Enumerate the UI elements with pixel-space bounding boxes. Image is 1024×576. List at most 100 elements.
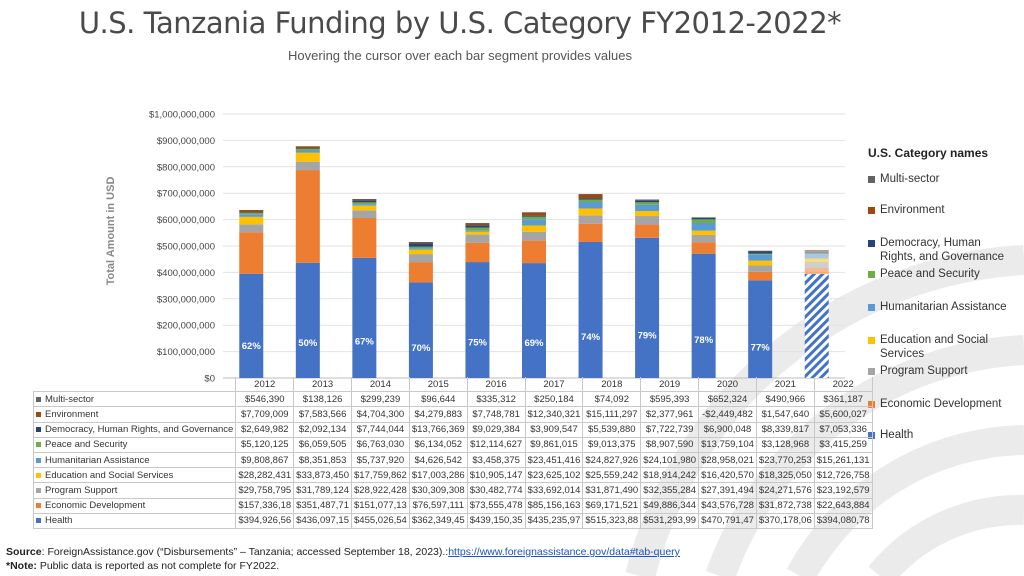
bar-segment-environment[interactable] — [408, 242, 433, 244]
bar-segment-humanitarian-assistance[interactable] — [748, 254, 773, 261]
bar-segment-humanitarian-assistance[interactable] — [804, 254, 829, 259]
source-link[interactable]: https://www.foreignassistance.gov/data#t… — [448, 546, 680, 558]
bar-segment-environment[interactable] — [239, 210, 264, 213]
legend-item[interactable]: Humanitarian Assistance — [866, 300, 1016, 314]
bar-segment-democracy-human-rights-and-governance[interactable] — [748, 251, 773, 254]
bar-segment-environment[interactable] — [352, 199, 377, 201]
bar-segment-health[interactable] — [691, 253, 716, 378]
bar-2013[interactable] — [295, 146, 320, 378]
bar-segment-environment[interactable] — [465, 223, 490, 226]
bar-segment-democracy-human-rights-and-governance[interactable] — [522, 215, 546, 217]
bar-segment-multi-sector[interactable] — [408, 241, 433, 243]
bar-segment-multi-sector[interactable] — [578, 194, 603, 195]
bar-segment-health[interactable] — [465, 262, 490, 378]
bar-segment-health[interactable] — [748, 280, 773, 378]
bar-segment-education-and-social-services[interactable] — [635, 211, 660, 217]
bar-segment-program-support[interactable] — [578, 215, 603, 224]
bar-segment-peace-and-security[interactable] — [578, 199, 603, 202]
bar-segment-health[interactable] — [804, 273, 829, 378]
bar-segment-humanitarian-assistance[interactable] — [691, 222, 716, 231]
bar-segment-humanitarian-assistance[interactable] — [295, 150, 320, 153]
bar-segment-peace-and-security[interactable] — [465, 227, 490, 231]
bar-segment-program-support[interactable] — [635, 216, 660, 225]
bar-segment-economic-development[interactable] — [635, 224, 660, 238]
bar-segment-health[interactable] — [522, 263, 546, 378]
bar-segment-economic-development[interactable] — [408, 262, 433, 283]
bar-segment-education-and-social-services[interactable] — [408, 249, 433, 255]
bar-segment-multi-sector[interactable] — [352, 198, 377, 200]
bar-2022[interactable] — [804, 250, 829, 378]
legend-item[interactable]: Program Support — [866, 364, 1016, 378]
bar-2021[interactable] — [748, 250, 773, 378]
bar-segment-democracy-human-rights-and-governance[interactable] — [691, 217, 716, 220]
bar-2020[interactable] — [691, 217, 716, 378]
bar-segment-economic-development[interactable] — [295, 170, 320, 263]
bar-segment-humanitarian-assistance[interactable] — [522, 219, 546, 226]
bar-segment-peace-and-security[interactable] — [635, 202, 660, 205]
bar-segment-program-support[interactable] — [352, 210, 377, 218]
bar-segment-economic-development[interactable] — [352, 217, 377, 258]
bar-segment-health[interactable] — [578, 241, 603, 378]
legend-item[interactable]: Education and Social Services — [866, 333, 1016, 361]
bar-segment-education-and-social-services[interactable] — [352, 205, 377, 211]
bar-segment-economic-development[interactable] — [691, 242, 716, 254]
bar-2015[interactable] — [408, 241, 433, 378]
bar-segment-peace-and-security[interactable] — [352, 202, 377, 205]
bar-segment-program-support[interactable] — [408, 254, 433, 263]
bar-segment-multi-sector[interactable] — [295, 146, 320, 147]
bar-segment-democracy-human-rights-and-governance[interactable] — [352, 200, 377, 203]
bar-segment-health[interactable] — [352, 257, 377, 378]
bar-segment-education-and-social-services[interactable] — [578, 208, 603, 216]
bar-segment-multi-sector[interactable] — [635, 199, 660, 200]
bar-segment-democracy-human-rights-and-governance[interactable] — [408, 243, 433, 247]
bar-segment-humanitarian-assistance[interactable] — [465, 230, 490, 232]
bar-segment-peace-and-security[interactable] — [408, 246, 433, 249]
bar-segment-multi-sector[interactable] — [239, 210, 264, 211]
bar-segment-health[interactable] — [295, 262, 320, 378]
bar-segment-program-support[interactable] — [691, 234, 716, 243]
bar-segment-economic-development[interactable] — [578, 223, 603, 242]
bar-segment-health[interactable] — [635, 237, 660, 378]
bar-segment-humanitarian-assistance[interactable] — [635, 204, 660, 212]
bar-segment-humanitarian-assistance[interactable] — [239, 214, 264, 217]
legend-item[interactable]: Economic Development — [866, 397, 1016, 411]
bar-segment-humanitarian-assistance[interactable] — [408, 248, 433, 250]
bar-segment-multi-sector[interactable] — [522, 212, 546, 213]
bar-segment-education-and-social-services[interactable] — [748, 260, 773, 266]
bar-segment-education-and-social-services[interactable] — [465, 231, 490, 235]
bar-segment-program-support[interactable] — [239, 224, 264, 233]
bar-segment-economic-development[interactable] — [465, 242, 490, 263]
bar-2018[interactable] — [578, 194, 603, 378]
bar-segment-economic-development[interactable] — [748, 271, 773, 281]
bar-segment-health[interactable] — [239, 273, 264, 378]
bar-segment-education-and-social-services[interactable] — [295, 152, 320, 162]
bar-segment-peace-and-security[interactable] — [804, 253, 829, 255]
bar-segment-program-support[interactable] — [748, 265, 773, 272]
bar-segment-program-support[interactable] — [295, 161, 320, 171]
bar-segment-peace-and-security[interactable] — [691, 219, 716, 223]
bar-segment-health[interactable] — [408, 282, 433, 378]
bar-segment-peace-and-security[interactable] — [748, 253, 773, 255]
bar-segment-program-support[interactable] — [522, 231, 546, 241]
bar-segment-multi-sector[interactable] — [804, 250, 829, 251]
bar-segment-education-and-social-services[interactable] — [804, 258, 829, 262]
bar-segment-economic-development[interactable] — [239, 232, 264, 274]
legend-item[interactable]: Peace and Security — [866, 267, 1016, 281]
bar-segment-peace-and-security[interactable] — [522, 216, 546, 220]
legend-item[interactable]: Democracy, Human Rights, and Governance — [866, 236, 1016, 264]
legend-item[interactable]: Health — [866, 428, 1016, 442]
bar-segment-economic-development[interactable] — [804, 267, 829, 274]
bar-segment-multi-sector[interactable] — [691, 217, 716, 218]
bar-segment-environment[interactable] — [522, 212, 546, 216]
bar-segment-democracy-human-rights-and-governance[interactable] — [295, 148, 320, 149]
bar-segment-democracy-human-rights-and-governance[interactable] — [578, 198, 603, 200]
bar-segment-democracy-human-rights-and-governance[interactable] — [239, 212, 264, 213]
bar-segment-peace-and-security[interactable] — [239, 212, 264, 215]
bar-segment-education-and-social-services[interactable] — [522, 225, 546, 232]
bar-segment-program-support[interactable] — [804, 261, 829, 268]
legend-item[interactable]: Multi-sector — [866, 172, 1016, 186]
bar-segment-multi-sector[interactable] — [465, 223, 490, 224]
bar-segment-environment[interactable] — [578, 194, 603, 199]
bar-segment-democracy-human-rights-and-governance[interactable] — [635, 200, 660, 203]
bar-segment-education-and-social-services[interactable] — [691, 230, 716, 235]
